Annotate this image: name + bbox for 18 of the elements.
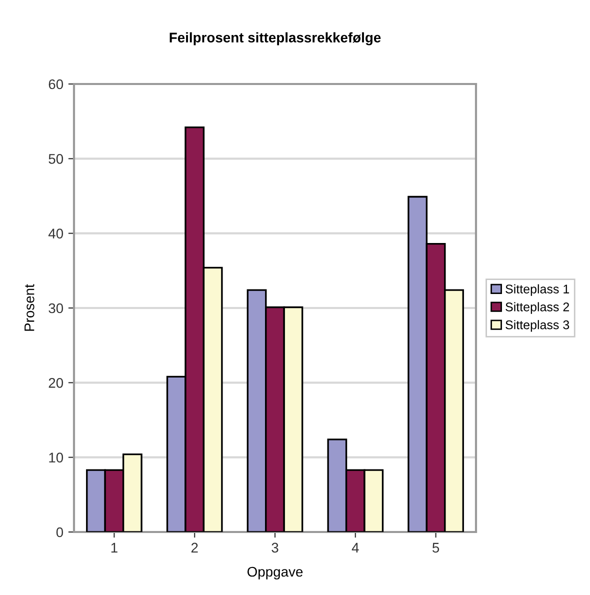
x-tick-label: 4 (352, 542, 359, 552)
legend-label: Sitteplass 3 (506, 320, 570, 332)
x-tick-label: 2 (191, 542, 198, 552)
y-axis-title: Prosent (24, 284, 34, 331)
chart-title: Feilprosent sitteplassrekkefølge (170, 32, 381, 46)
y-tick-label: 40 (48, 228, 64, 239)
y-tick-label: 60 (48, 79, 64, 90)
x-tick-label: 1 (111, 542, 118, 552)
x-tick-label: 5 (432, 542, 440, 553)
y-tick-label: 30 (48, 303, 64, 314)
x-tick-label: 3 (272, 542, 278, 553)
legend-label: Sitteplass 1 (506, 284, 570, 296)
y-tick-label: 20 (48, 378, 64, 388)
legend-label: Sitteplass 2 (506, 302, 570, 314)
y-tick-label: 50 (48, 154, 64, 164)
y-tick-label: 0 (56, 527, 64, 538)
y-tick-label: 10 (49, 452, 64, 463)
x-axis-title: Oppgave (247, 566, 303, 580)
